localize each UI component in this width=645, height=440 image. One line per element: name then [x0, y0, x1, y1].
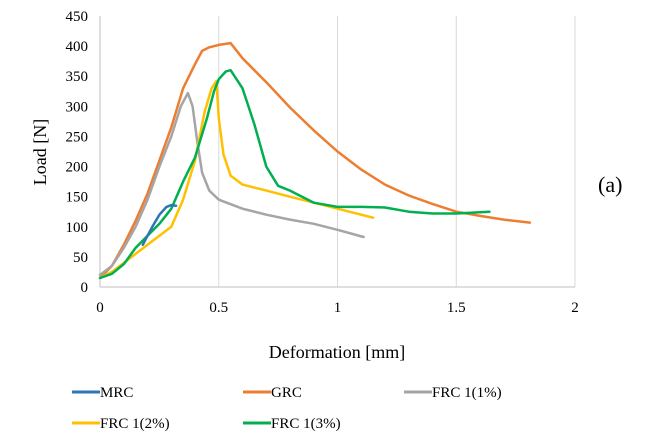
legend-label: GRC — [271, 385, 302, 401]
series-line-mrc — [141, 203, 178, 247]
axes — [99, 16, 575, 288]
gridlines — [218, 16, 576, 287]
x-tick-label: 1.5 — [447, 300, 466, 316]
x-tick-label: 0.5 — [209, 300, 228, 316]
x-tick-label: 0 — [96, 300, 104, 316]
y-tick-label: 200 — [66, 160, 89, 176]
x-tick-labels: 0 0.5 1 1.5 2 — [96, 300, 579, 316]
series-line-frc-1-1 — [98, 91, 365, 277]
x-tick-label: 1 — [334, 300, 342, 316]
y-tick-label: 450 — [66, 9, 89, 25]
x-tick-label: 2 — [571, 300, 579, 316]
y-tick-label: 400 — [66, 39, 89, 55]
y-tick-label: 100 — [66, 220, 89, 236]
y-axis-label: Load [N] — [30, 119, 50, 185]
panel-label: (a) — [598, 172, 622, 197]
series-line-grc — [98, 41, 532, 280]
legend-label: FRC 1(3%) — [271, 416, 341, 432]
y-tick-label: 0 — [81, 280, 89, 296]
legend-label: FRC 1(2%) — [100, 416, 170, 432]
y-tick-label: 350 — [66, 69, 89, 85]
y-tick-label: 50 — [73, 250, 88, 266]
y-tick-labels: 0 50 100 150 200 250 300 350 400 450 — [66, 9, 89, 296]
y-tick-label: 150 — [66, 190, 89, 206]
legend-label: MRC — [100, 385, 133, 401]
series-line-frc-1-3 — [98, 68, 491, 280]
series-line-frc-1-2 — [98, 79, 375, 280]
y-tick-label: 250 — [66, 129, 89, 145]
y-tick-label: 300 — [66, 99, 89, 115]
series-lines — [98, 41, 532, 280]
x-axis-label: Deformation [mm] — [269, 342, 405, 362]
legend: MRC GRC FRC 1(1%) FRC 1(2%) FRC 1(3%) — [72, 385, 502, 432]
legend-label: FRC 1(1%) — [432, 385, 502, 401]
